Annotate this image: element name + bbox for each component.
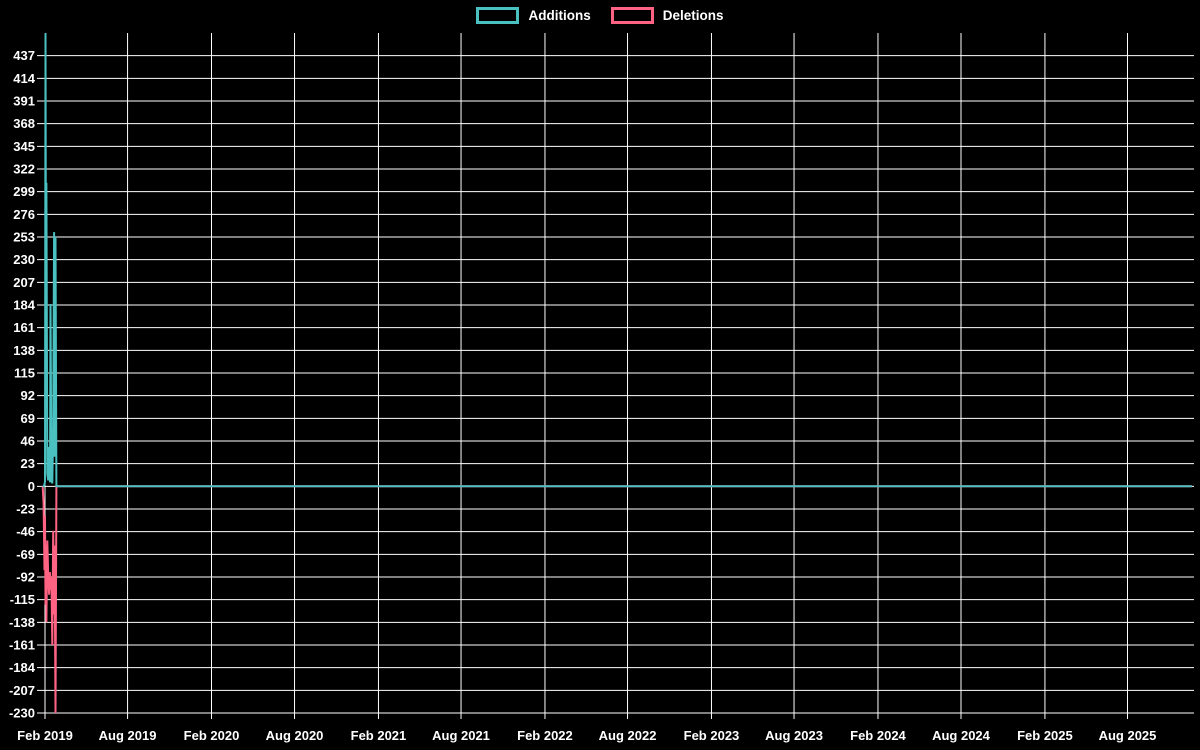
x-axis-tick-label: Feb 2019 xyxy=(17,728,73,743)
legend-item-deletions[interactable]: Deletions xyxy=(610,7,724,24)
x-axis-tick-label: Feb 2025 xyxy=(1017,728,1073,743)
y-axis-tick-label: 322 xyxy=(13,162,35,177)
y-axis-tick-label: -23 xyxy=(16,502,35,517)
y-axis-tick-label: -138 xyxy=(9,615,35,630)
y-axis-tick-label: -92 xyxy=(16,570,35,585)
y-axis-tick-label: 276 xyxy=(13,207,35,222)
y-axis-tick-label: 368 xyxy=(13,116,35,131)
y-axis-tick-label: 92 xyxy=(21,388,35,403)
y-axis-tick-label: 230 xyxy=(13,252,35,267)
y-axis-tick-label: -161 xyxy=(9,638,35,653)
y-axis-tick-label: 437 xyxy=(13,48,35,63)
y-axis-tick-label: -115 xyxy=(10,592,35,607)
y-axis-tick-label: 207 xyxy=(13,275,35,290)
x-axis-tick-label: Feb 2021 xyxy=(351,728,407,743)
y-axis-tick-label: -46 xyxy=(16,524,35,539)
y-axis-tick-label: -184 xyxy=(9,660,36,675)
x-axis-tick-label: Aug 2019 xyxy=(99,728,157,743)
deletions-legend-label: Deletions xyxy=(662,7,724,23)
y-axis-tick-label: 115 xyxy=(14,366,35,381)
y-axis-tick-label: -230 xyxy=(9,706,35,721)
y-axis-tick-label: 391 xyxy=(13,94,35,109)
y-axis-tick-label: 184 xyxy=(13,298,35,313)
chart-legend: Additions Deletions xyxy=(0,7,1200,24)
legend-item-additions[interactable]: Additions xyxy=(476,7,591,24)
y-axis-tick-label: 23 xyxy=(21,456,35,471)
y-axis-tick-label: 138 xyxy=(13,343,35,358)
additions-series-line xyxy=(42,32,1192,488)
additions-legend-label: Additions xyxy=(528,7,591,23)
deletions-swatch xyxy=(610,7,654,24)
y-axis-tick-label: 69 xyxy=(21,411,35,426)
y-axis-tick-label: -69 xyxy=(16,547,35,562)
y-axis-tick-label: 345 xyxy=(13,139,35,154)
x-axis-tick-label: Feb 2022 xyxy=(517,728,573,743)
x-axis-tick-label: Aug 2020 xyxy=(266,728,324,743)
x-axis-tick-label: Aug 2021 xyxy=(432,728,490,743)
y-axis-tick-label: 46 xyxy=(21,434,35,449)
additions-swatch xyxy=(476,7,520,24)
y-axis-tick-label: 414 xyxy=(13,71,35,86)
x-axis-tick-label: Feb 2024 xyxy=(850,728,906,743)
deletions-series-line xyxy=(41,485,1192,714)
x-axis-tick-label: Aug 2023 xyxy=(765,728,823,743)
x-axis-tick-label: Aug 2024 xyxy=(932,728,991,743)
y-axis-tick-label: 299 xyxy=(13,184,35,199)
x-axis-tick-label: Feb 2023 xyxy=(684,728,740,743)
y-axis-tick-label: -207 xyxy=(9,683,35,698)
y-axis-tick-label: 253 xyxy=(13,230,35,245)
y-axis-tick-label: 161 xyxy=(13,320,35,335)
x-axis-tick-label: Aug 2022 xyxy=(599,728,657,743)
y-axis-tick-label: 0 xyxy=(28,479,35,494)
x-axis-tick-label: Aug 2025 xyxy=(1099,728,1157,743)
x-axis-tick-label: Feb 2020 xyxy=(184,728,240,743)
